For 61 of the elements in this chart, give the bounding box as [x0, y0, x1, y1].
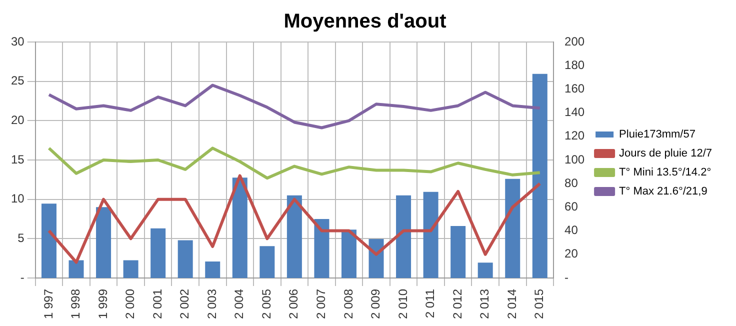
x-tick-label: 2 013	[478, 288, 492, 319]
bar	[205, 261, 220, 278]
bar	[41, 204, 56, 278]
y2-tick-label: 80	[564, 176, 578, 190]
y2-tick-label: 180	[564, 58, 585, 72]
y-tick-label: 10	[10, 192, 25, 206]
y2-tick-label: 40	[564, 223, 578, 238]
bar	[96, 207, 112, 278]
legend-label: Jours de pluie 12/7	[619, 148, 712, 160]
bar	[232, 178, 248, 278]
x-tick-label: 2 007	[314, 288, 328, 319]
x-tick-label: 2 005	[259, 288, 274, 319]
y-tick-label: 5	[18, 230, 25, 245]
bar	[68, 260, 84, 278]
x-tick-label: 1 997	[41, 288, 56, 319]
y-tick-label: 30	[10, 34, 25, 48]
bar	[260, 246, 275, 278]
legend-label: Pluie173mm/57	[619, 128, 696, 141]
bar	[123, 260, 138, 278]
bar	[478, 262, 493, 278]
y2-tick-label: 100	[564, 152, 585, 166]
bar	[450, 226, 466, 278]
y-tick-label: 25	[10, 74, 25, 88]
y-tick-label: 15	[10, 152, 25, 166]
bar	[532, 74, 548, 278]
y2-tick-label: 60	[564, 199, 578, 214]
bar	[314, 218, 330, 278]
y2-tick-label: 200	[564, 34, 585, 48]
y2-tick-label: 160	[564, 82, 585, 96]
x-tick-label: 2 004	[232, 288, 246, 319]
bar	[178, 240, 193, 278]
x-tick-label: 2 010	[396, 288, 410, 319]
legend-label: T° Max 21.6°/21,9	[619, 186, 708, 198]
x-tick-label: 2 002	[178, 288, 192, 319]
x-tick-label: 2 003	[204, 288, 219, 319]
x-tick-label: 2 001	[150, 288, 164, 319]
y2-tick-label: 20	[564, 246, 578, 261]
bar	[505, 178, 520, 278]
x-tick-label: 2 006	[286, 288, 301, 319]
bar	[286, 195, 302, 278]
bar	[150, 228, 166, 278]
bar	[396, 195, 412, 278]
x-tick-label: 2 000	[123, 288, 138, 319]
x-tick-label: 2 014	[504, 288, 519, 319]
x-tick-label: 1 999	[96, 288, 110, 319]
legend-label: T° Mini 13.5°/14.2°	[619, 166, 712, 179]
y-tick-label: 20	[10, 112, 25, 127]
y2-tick-label: 120	[564, 128, 585, 143]
chart-title: Moyennes d'aout	[284, 10, 447, 33]
y-tick-label: -	[20, 270, 24, 284]
y2-tick-label: 140	[564, 105, 585, 120]
bar	[368, 239, 384, 278]
x-tick-label: 2 009	[368, 288, 383, 319]
x-tick-label: 1 998	[68, 288, 83, 319]
x-tick-label: 2 012	[450, 288, 464, 319]
y2-tick-label: -	[564, 270, 569, 284]
x-tick-label: 2 008	[341, 288, 356, 319]
bar	[341, 230, 356, 278]
bar	[423, 192, 438, 278]
x-tick-label: 2 015	[532, 288, 546, 319]
x-tick-label: 2 011	[423, 288, 438, 318]
